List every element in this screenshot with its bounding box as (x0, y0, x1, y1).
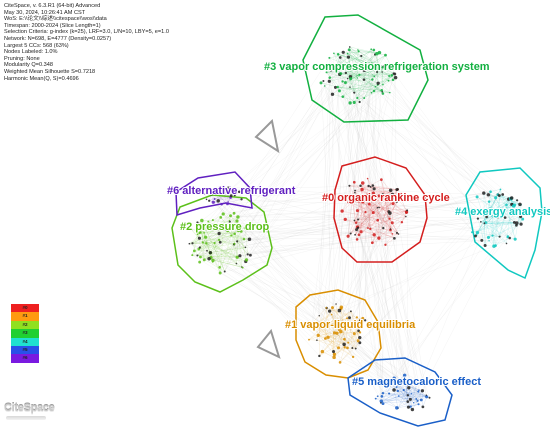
info-line: CiteSpace, v. 6.3.R1 (64-bit) Advanced (4, 3, 101, 9)
cluster-label-1[interactable]: #1 vapor-liquid equilibria (284, 318, 417, 332)
legend-swatch-0: #0 (11, 304, 39, 313)
legend-swatch-2: #2 (11, 320, 39, 330)
legend-swatch-3: #3 (11, 329, 39, 338)
outlier-triangle[interactable] (256, 328, 281, 359)
network-edges (189, 46, 523, 410)
info-line: Nodes Labeled: 1.0% (4, 49, 58, 56)
cluster-hull-4[interactable] (465, 167, 543, 280)
cluster-hull-1[interactable] (295, 289, 382, 379)
cluster-hulls (171, 14, 543, 427)
cluster-hull-3[interactable] (302, 14, 429, 123)
cluster-label-4[interactable]: #4 exergy analysis (454, 205, 550, 219)
cluster-label-5[interactable]: #5 magnetocaloric effect (351, 375, 482, 389)
cluster-hull-2[interactable] (171, 194, 273, 293)
info-line: Modularity Q=0.348 (4, 62, 53, 69)
legend-swatch-5: #5 (11, 345, 39, 355)
info-line: Selection Criteria: g-index (k=25), LRF=… (4, 29, 169, 36)
cluster-label-2[interactable]: #2 pressure drop (179, 220, 271, 234)
info-line: Timespan: 2000-2024 (Slice Length=1) (4, 22, 101, 29)
cluster-label-3[interactable]: #3 vapor compression refrigeration syste… (263, 60, 491, 74)
cluster-hull-6[interactable] (175, 171, 253, 216)
cluster-label-0[interactable]: #0 organic rankine cycle (321, 191, 451, 205)
info-line: Largest 5 CCs: 568 (63%) (4, 42, 69, 49)
info-line: WoS: E:\\论文\\综述\\citespace\\wos\\data (4, 16, 107, 23)
cluster-labels: #0 organic rankine cycle #1 vapor-liquid… (166, 60, 550, 389)
legend-swatch-1: #1 (11, 312, 39, 321)
outlier-triangle[interactable] (254, 118, 280, 154)
info-line: Network: N=698, E=4777 (Density=0.0257) (4, 35, 112, 42)
legend-swatch-6: #6 (11, 354, 39, 363)
cluster-color-legend: #0 #1 #2 #3 #4 #5 #6 (11, 304, 39, 363)
logo-underline (6, 416, 46, 420)
legend-swatch-4: #4 (11, 337, 39, 346)
outlier-markers (254, 118, 281, 359)
info-line: Harmonic Mean(Q, S)=0.4696 (4, 75, 79, 82)
citespace-logo: CiteSpace (4, 402, 55, 414)
network-nodes (188, 46, 525, 412)
cluster-label-6[interactable]: #6 alternative refrigerant (166, 184, 297, 198)
cluster-hull-5[interactable] (347, 357, 453, 427)
info-line: Pruning: None (4, 55, 40, 62)
info-line: May 30, 2024, 10:26:41 AM CST (4, 9, 86, 16)
cluster-hull-0[interactable] (333, 156, 428, 263)
network-info-panel: CiteSpace, v. 6.3.R1 (64-bit) Advanced M… (4, 3, 169, 82)
info-line: Weighted Mean Silhouette S=0.7218 (4, 68, 96, 75)
